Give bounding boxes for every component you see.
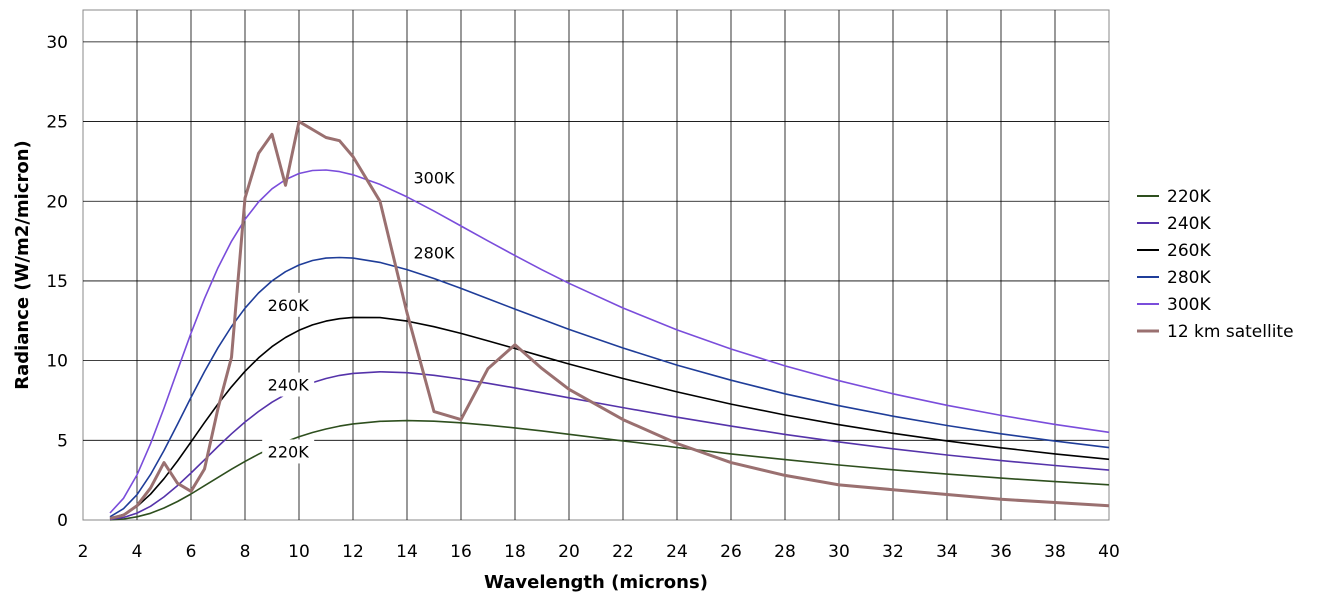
y-tick-label: 30 xyxy=(46,33,68,53)
series-line-260k xyxy=(109,316,1110,520)
y-tick-label: 0 xyxy=(57,511,68,531)
curve-labels: 300K 280K 260K 240K 220K xyxy=(262,165,460,464)
x-tick-label: 30 xyxy=(828,542,850,562)
x-tick-label: 34 xyxy=(936,542,958,562)
plot-area xyxy=(82,9,1110,521)
legend-label: 220K xyxy=(1167,187,1211,207)
series-line-220k xyxy=(109,419,1110,521)
series-line-300k xyxy=(109,169,1110,514)
x-tick-label: 36 xyxy=(990,542,1012,562)
y-tick-label: 5 xyxy=(57,431,68,451)
x-tick-label: 14 xyxy=(396,542,418,562)
curve-label: 280K xyxy=(413,243,455,262)
x-tick-label: 26 xyxy=(720,542,742,562)
x-tick-label: 8 xyxy=(240,542,251,562)
y-tick-label: 10 xyxy=(46,352,68,372)
x-tick-label: 10 xyxy=(288,542,310,562)
legend-label: 280K xyxy=(1167,268,1211,288)
series-line-240k xyxy=(109,370,1110,521)
curve-label: 300K xyxy=(413,168,455,187)
x-tick-label: 4 xyxy=(132,542,143,562)
curve-label-bg xyxy=(408,165,460,190)
x-tick-label: 12 xyxy=(342,542,364,562)
y-tick-label: 20 xyxy=(46,192,68,212)
curve-label-bg xyxy=(262,372,315,397)
legend: 220K 240K 260K 280K 300K 12 km satellite xyxy=(1137,187,1294,342)
series-line-280k xyxy=(109,256,1110,518)
legend-label: 260K xyxy=(1167,241,1211,261)
gridlines xyxy=(83,10,1109,520)
x-tick-label: 16 xyxy=(450,542,472,562)
y-axis-title: Radiance (W/m2/micron) xyxy=(12,140,33,390)
series-line-12-km-satellite xyxy=(109,120,1110,520)
x-tick-label: 40 xyxy=(1098,542,1120,562)
y-tick-label: 25 xyxy=(46,113,68,133)
curve-label: 240K xyxy=(268,376,310,395)
x-tick-label: 32 xyxy=(882,542,904,562)
x-tick-label: 22 xyxy=(612,542,634,562)
x-tick-label: 6 xyxy=(186,542,197,562)
curve-label-bg xyxy=(408,240,460,265)
x-tick-label: 38 xyxy=(1044,542,1066,562)
x-tick-label: 20 xyxy=(558,542,580,562)
x-tick-labels: 2 4 6 8 10 12 14 16 18 20 22 24 26 28 30 32 34 36 38 40 xyxy=(78,542,1120,562)
legend-label: 12 km satellite xyxy=(1167,322,1294,342)
series-layer xyxy=(109,120,1110,521)
curve-label: 220K xyxy=(268,442,310,461)
y-tick-label: 15 xyxy=(46,272,68,292)
curve-label: 260K xyxy=(268,296,310,315)
x-tick-label: 2 xyxy=(78,542,89,562)
x-tick-label: 18 xyxy=(504,542,526,562)
y-tick-labels: 0 5 10 15 20 25 30 xyxy=(46,33,68,531)
legend-label: 240K xyxy=(1167,214,1211,234)
curve-label-bg xyxy=(262,439,315,464)
x-tick-label: 28 xyxy=(774,542,796,562)
x-tick-label: 24 xyxy=(666,542,688,562)
curve-label-bg xyxy=(262,292,315,317)
x-axis-title: Wavelength (microns) xyxy=(484,572,708,593)
legend-label: 300K xyxy=(1167,295,1211,315)
